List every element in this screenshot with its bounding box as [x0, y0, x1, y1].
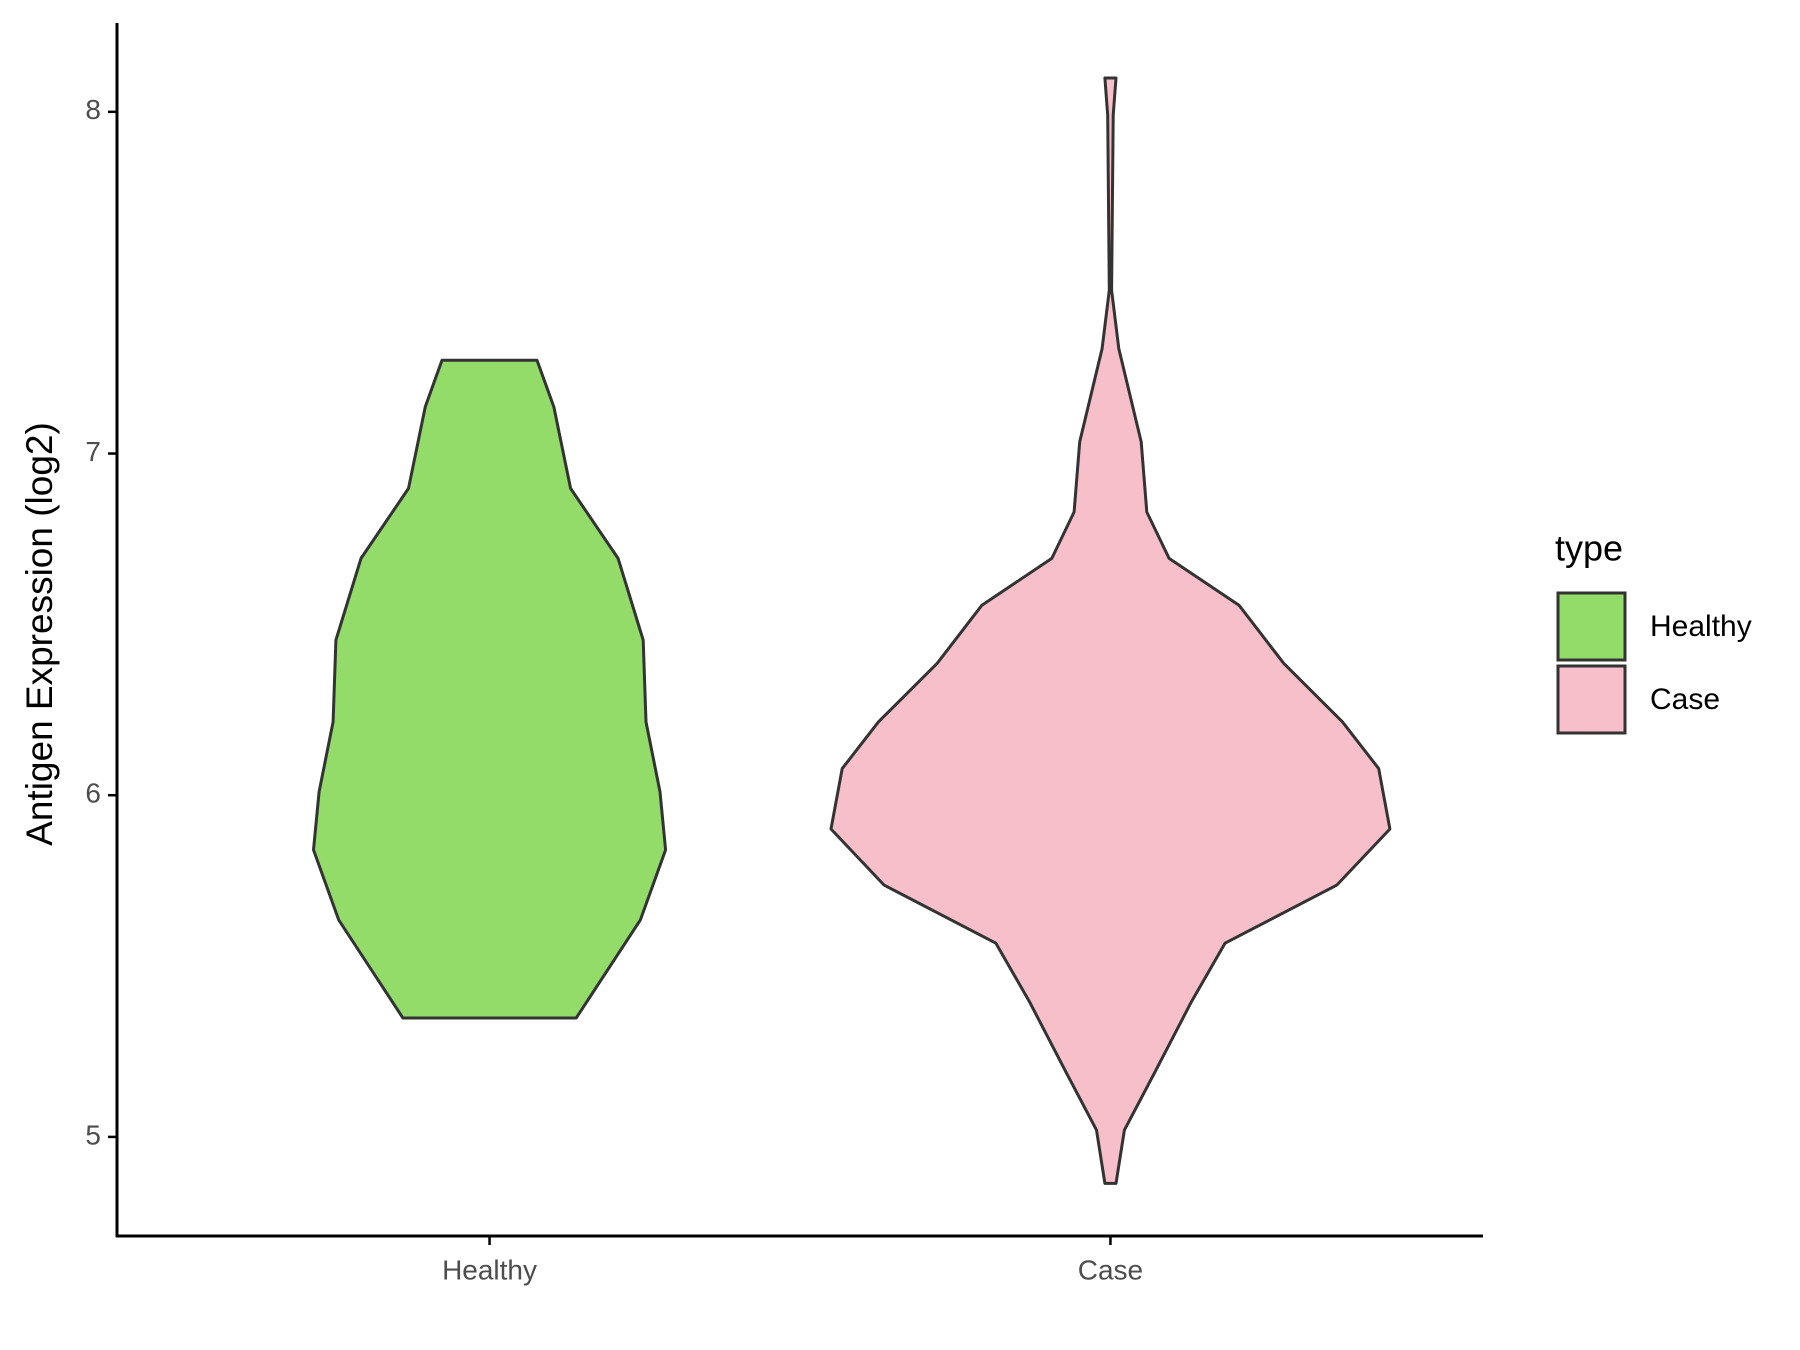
- legend-key: [1556, 591, 1627, 662]
- violin-half: [1109, 77, 1391, 1184]
- violin-outline: [312, 358, 668, 1020]
- x-tick-label: Healthy: [442, 1254, 537, 1285]
- y-tick-label: 7: [85, 436, 101, 467]
- x-tick-label: Case: [1078, 1254, 1143, 1285]
- y-tick-label: 5: [85, 1119, 101, 1150]
- legend-title: type: [1555, 528, 1623, 569]
- legend-label: Healthy: [1650, 610, 1752, 643]
- legend-label: Case: [1650, 683, 1720, 716]
- violin-half: [830, 77, 1111, 1184]
- legend-key: [1556, 664, 1627, 735]
- y-tick-label: 8: [85, 94, 101, 125]
- y-axis-title: Antigen Expression (log2): [19, 422, 60, 846]
- y-tick-label: 6: [85, 778, 101, 809]
- violin-outline: [829, 76, 1392, 1185]
